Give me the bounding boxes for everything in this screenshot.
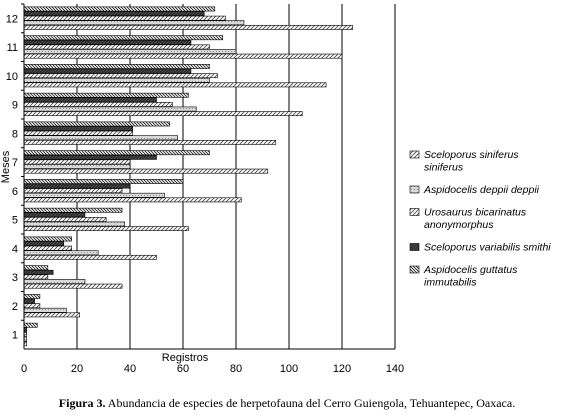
bar [23,130,133,136]
bar [23,250,99,256]
x-tick-label: 0 [21,363,27,375]
figure-caption-label: Figura 3. [58,396,106,410]
legend-label: immutabilis [424,277,477,289]
bar [23,265,49,271]
legend-label: anonymorphus [424,219,494,231]
bar [23,106,197,112]
bar [23,92,189,98]
bar [23,307,67,313]
x-tick-label: 100 [280,363,298,375]
bar [23,274,49,280]
x-tick-label: 40 [124,363,136,375]
bar [23,322,38,328]
y-tick-label: 12 [6,13,18,25]
bar [23,121,171,127]
bar [23,226,189,232]
bar [23,164,131,169]
figure-caption-text: Abundancia de especies de herpetofauna d… [105,396,516,410]
bar [23,254,157,260]
y-tick-label: 4 [12,243,18,255]
y-tick-label: 9 [12,100,18,112]
bar [23,236,73,242]
x-tick-label: 140 [386,363,404,375]
bar [23,192,165,198]
bar [23,44,210,50]
legend-label: siniferus [424,162,464,174]
bar [23,126,133,131]
x-axis-title: Registros [162,352,209,364]
y-tick-label: 2 [12,301,18,313]
legend-swatch [409,208,420,216]
bar [23,49,237,54]
legend-label: Urosaurus bicarinatus [424,207,527,219]
bar [23,245,73,251]
bar [23,269,54,275]
bar [23,6,216,12]
y-tick-label: 7 [12,157,18,169]
bar [23,212,86,218]
bar [23,73,218,79]
bar [23,179,184,184]
legend-swatch [409,185,420,194]
bar [23,303,41,309]
legend-label: Aspidocelis guttatus [423,264,518,276]
legend-swatch [409,265,420,274]
bar [23,111,303,117]
bar [23,35,224,41]
bar [23,159,131,165]
bar [23,197,242,203]
y-tick-label: 8 [12,128,18,140]
bar [23,279,86,284]
x-tick-label: 20 [71,363,83,375]
y-tick-label: 6 [12,186,18,198]
bar [23,221,125,227]
bar [23,207,123,213]
bar [23,154,157,160]
legend-swatch [409,243,420,251]
bar [23,135,178,141]
x-tick-label: 80 [230,363,242,375]
gridlines [76,4,396,349]
y-tick-label: 10 [6,71,18,83]
bar [23,53,343,59]
bar [23,11,205,16]
bar [23,217,107,222]
bar [23,150,210,156]
bar [23,294,41,299]
y-tick-label: 1 [12,330,18,342]
bar [23,97,157,103]
bars [23,6,353,347]
bar [23,15,226,21]
bar [23,168,269,174]
legend-swatch [409,150,420,159]
x-tick-label: 60 [177,363,189,375]
legend-label: Sceloporus siniferus [424,149,519,161]
bar [23,64,210,69]
x-tick-label: 120 [333,363,351,375]
bar [23,77,210,83]
bar [23,20,245,26]
bar [23,139,277,145]
bar [23,102,173,107]
bar [23,298,35,304]
bar [23,188,123,194]
bar [23,312,80,318]
figure-caption: Figura 3. Abundancia de especies de herp… [0,396,574,411]
legend-label: Sceloporus variabilis smithi [424,242,551,254]
legend-label: Aspidocelis deppii deppii [423,184,540,196]
bar [23,68,192,74]
y-tick-label: 5 [12,215,18,227]
y-axis-title: Meses [0,150,12,183]
y-tick-label: 11 [7,42,18,54]
bar [23,39,192,45]
bar [23,283,123,289]
bar [23,82,327,88]
bar [23,24,353,30]
y-tick-label: 3 [12,272,18,284]
bar [23,241,65,246]
bar [23,183,131,189]
